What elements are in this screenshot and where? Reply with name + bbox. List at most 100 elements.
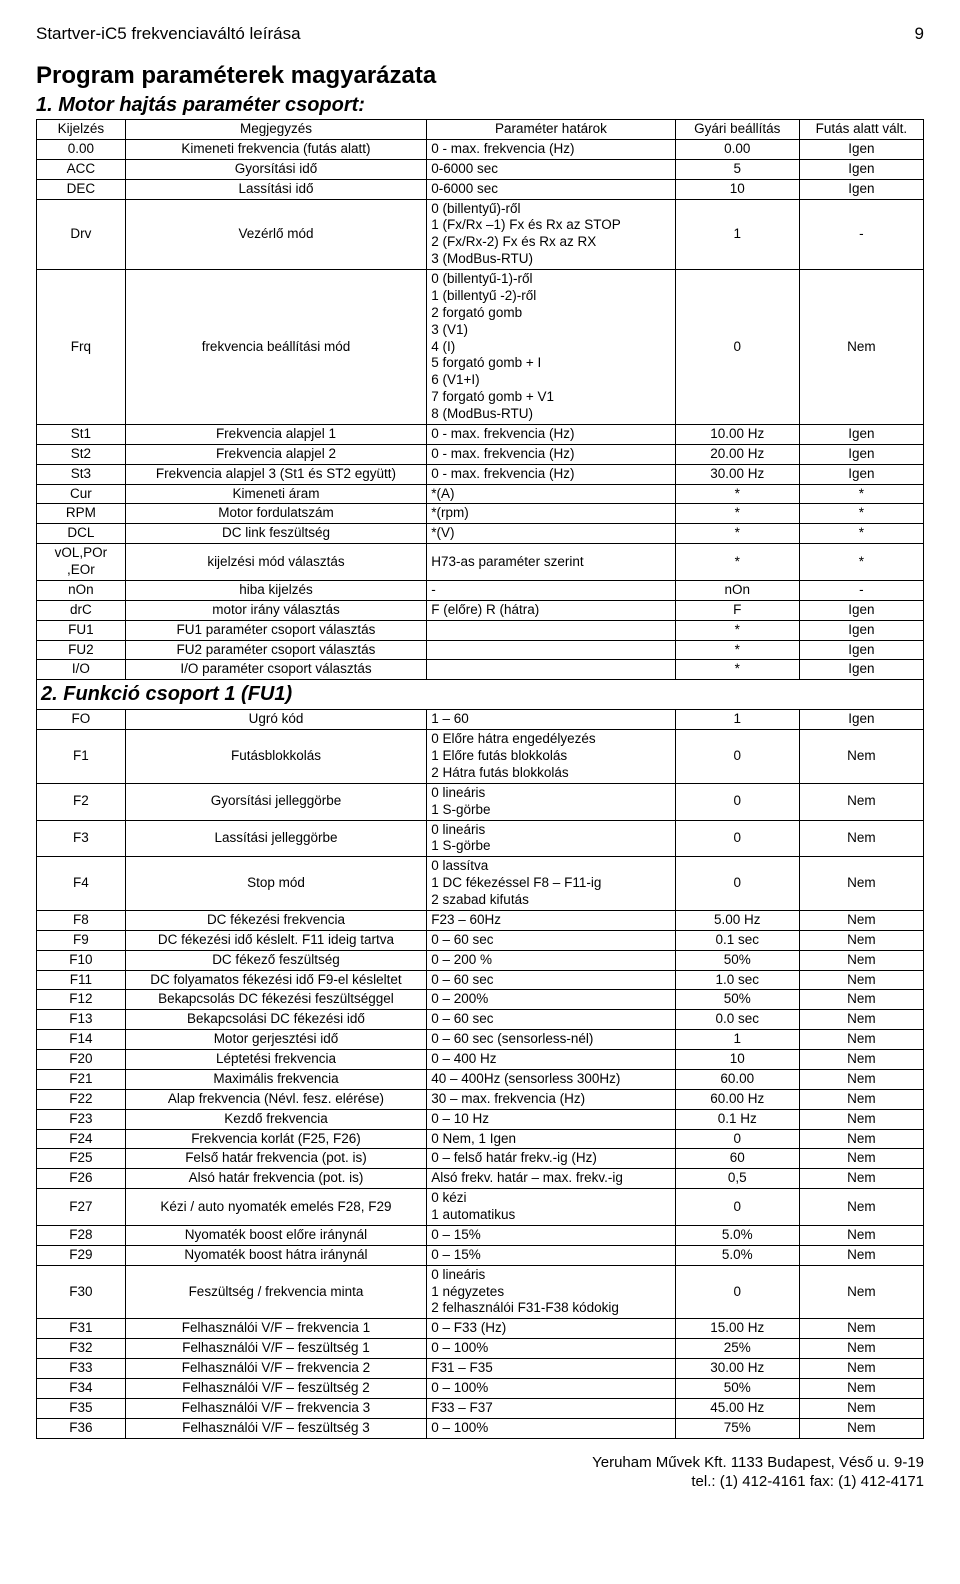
- column-header: Futás alatt vált.: [799, 120, 923, 140]
- table-cell: 0 – 100%: [427, 1378, 675, 1398]
- table-cell: motor irány választás: [125, 600, 427, 620]
- table-cell: Nem: [799, 1189, 923, 1226]
- table-row: St3Frekvencia alapjel 3 (St1 és ST2 együ…: [37, 464, 924, 484]
- table-cell: Nem: [799, 1319, 923, 1339]
- table-cell: F24: [37, 1129, 126, 1149]
- table-cell: Bekapcsolás DC fékezési feszültséggel: [125, 990, 427, 1010]
- table-cell: 30.00 Hz: [675, 1359, 799, 1379]
- table-cell: Nem: [799, 1069, 923, 1089]
- table-row: F21Maximális frekvencia40 – 400Hz (senso…: [37, 1069, 924, 1089]
- table-row: St2Frekvencia alapjel 20 - max. frekvenc…: [37, 444, 924, 464]
- table-row: F24Frekvencia korlát (F25, F26)0 Nem, 1 …: [37, 1129, 924, 1149]
- table-row: F10DC fékező feszültség0 – 200 %50%Nem: [37, 950, 924, 970]
- table-cell: 0.00: [675, 139, 799, 159]
- table-cell: 25%: [675, 1339, 799, 1359]
- table-cell: *: [675, 524, 799, 544]
- page-footer: Yeruham Művek Kft. 1133 Budapest, Véső u…: [36, 1453, 924, 1492]
- section-2-title: 2. Funkció csoport 1 (FU1): [37, 680, 924, 710]
- table-row: F22Alap frekvencia (Névl. fesz. elérése)…: [37, 1089, 924, 1109]
- table-cell: Felhasználói V/F – feszültség 3: [125, 1418, 427, 1438]
- table-row: Frqfrekvencia beállítási mód0 (billentyű…: [37, 270, 924, 425]
- table-cell: *: [675, 620, 799, 640]
- table-cell: 0 – 10 Hz: [427, 1109, 675, 1129]
- table-cell: 60.00: [675, 1069, 799, 1089]
- table-body-2: FOUgró kód1 – 601IgenF1Futásblokkolás0 E…: [37, 710, 924, 1438]
- table-cell: 20.00 Hz: [675, 444, 799, 464]
- table-cell: 0 – 200%: [427, 990, 675, 1010]
- table-cell: 0-6000 sec: [427, 159, 675, 179]
- page-number: 9: [915, 24, 924, 44]
- table-cell: Igen: [799, 139, 923, 159]
- table-cell: 1: [675, 710, 799, 730]
- table-cell: F33: [37, 1359, 126, 1379]
- table-cell: hiba kijelzés: [125, 580, 427, 600]
- table-cell: F21: [37, 1069, 126, 1089]
- page-header: Startver-iC5 frekvenciaváltó leírása 9: [36, 24, 924, 44]
- table-cell: 0 kézi 1 automatikus: [427, 1189, 675, 1226]
- table-cell: Nem: [799, 1169, 923, 1189]
- table-row: DrvVezérlő mód0 (billentyű)-ről 1 (Fx/Rx…: [37, 199, 924, 270]
- table-cell: 0 – F33 (Hz): [427, 1319, 675, 1339]
- table-cell: Frq: [37, 270, 126, 425]
- table-cell: *: [675, 504, 799, 524]
- main-title: Program paraméterek magyarázata: [36, 62, 924, 90]
- table-row: F2Gyorsítási jelleggörbe0 lineáris 1 S-g…: [37, 783, 924, 820]
- table-cell: 5.00 Hz: [675, 910, 799, 930]
- table-cell: Nem: [799, 1245, 923, 1265]
- table-cell: 50%: [675, 1378, 799, 1398]
- table-cell: 15.00 Hz: [675, 1319, 799, 1339]
- table-cell: F2: [37, 783, 126, 820]
- table-cell: Nem: [799, 990, 923, 1010]
- table-cell: Stop mód: [125, 857, 427, 911]
- table-row: F29Nyomaték boost hátra iránynál0 – 15%5…: [37, 1245, 924, 1265]
- table-cell: Nem: [799, 857, 923, 911]
- table-cell: *(V): [427, 524, 675, 544]
- parameter-table: KijelzésMegjegyzésParaméter határokGyári…: [36, 119, 924, 1439]
- table-row: 0.00Kimeneti frekvencia (futás alatt)0 -…: [37, 139, 924, 159]
- table-cell: F34: [37, 1378, 126, 1398]
- table-cell: 0: [675, 730, 799, 784]
- table-cell: -: [799, 199, 923, 270]
- table-cell: nOn: [675, 580, 799, 600]
- table-cell: Nem: [799, 1398, 923, 1418]
- table-cell: 0.00: [37, 139, 126, 159]
- table-cell: F35: [37, 1398, 126, 1418]
- table-cell: Feszültség / frekvencia minta: [125, 1265, 427, 1319]
- table-cell: Nem: [799, 270, 923, 425]
- table-cell: 0 lineáris 1 négyzetes 2 felhasználói F3…: [427, 1265, 675, 1319]
- table-cell: Felső határ frekvencia (pot. is): [125, 1149, 427, 1169]
- table-cell: DC fékezési frekvencia: [125, 910, 427, 930]
- table-cell: 0 Nem, 1 Igen: [427, 1129, 675, 1149]
- table-cell: F28: [37, 1225, 126, 1245]
- table-cell: 0 - max. frekvencia (Hz): [427, 464, 675, 484]
- table-cell: F36: [37, 1418, 126, 1438]
- table-cell: F29: [37, 1245, 126, 1265]
- table-row: F8DC fékezési frekvenciaF23 – 60Hz5.00 H…: [37, 910, 924, 930]
- table-cell: 0 - max. frekvencia (Hz): [427, 139, 675, 159]
- table-cell: 0: [675, 783, 799, 820]
- table-cell: F8: [37, 910, 126, 930]
- table-cell: 0.1 Hz: [675, 1109, 799, 1129]
- table-cell: Igen: [799, 640, 923, 660]
- table-cell: Nyomaték boost hátra iránynál: [125, 1245, 427, 1265]
- table-cell: [427, 620, 675, 640]
- table-cell: Kimeneti frekvencia (futás alatt): [125, 139, 427, 159]
- table-cell: 0: [675, 1129, 799, 1149]
- table-row: F26Alsó határ frekvencia (pot. is)Alsó f…: [37, 1169, 924, 1189]
- table-cell: Frekvencia alapjel 2: [125, 444, 427, 464]
- table-cell: F31 – F35: [427, 1359, 675, 1379]
- table-cell: RPM: [37, 504, 126, 524]
- table-cell: F32: [37, 1339, 126, 1359]
- table-cell: DC folyamatos fékezési idő F9-el késlelt…: [125, 970, 427, 990]
- table-cell: Lassítási jelleggörbe: [125, 820, 427, 857]
- table-cell: Igen: [799, 424, 923, 444]
- table-cell: Nem: [799, 1109, 923, 1129]
- table-cell: Nem: [799, 1050, 923, 1070]
- table-cell: *(rpm): [427, 504, 675, 524]
- table-cell: 0.0 sec: [675, 1010, 799, 1030]
- table-cell: DEC: [37, 179, 126, 199]
- table-row: F9DC fékezési idő késlelt. F11 ideig tar…: [37, 930, 924, 950]
- table-cell: Felhasználói V/F – frekvencia 1: [125, 1319, 427, 1339]
- table-cell: 0 lassítva 1 DC fékezéssel F8 – F11-ig 2…: [427, 857, 675, 911]
- table-cell: Nem: [799, 1339, 923, 1359]
